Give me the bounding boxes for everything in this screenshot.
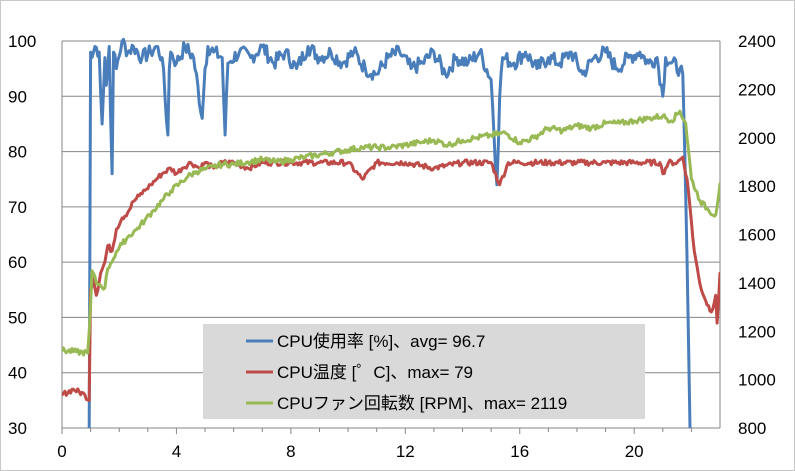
x-tick-label: 0 xyxy=(57,442,66,461)
y-left-tick-label: 70 xyxy=(8,198,27,217)
y-left-tick-label: 90 xyxy=(8,87,27,106)
y-right-tick-label: 1200 xyxy=(738,322,776,341)
x-tick-label: 8 xyxy=(286,442,295,461)
y-right-tick-label: 1400 xyxy=(738,274,776,293)
y-right-tick-label: 1000 xyxy=(738,371,776,390)
y-left-tick-label: 60 xyxy=(8,253,27,272)
series-line-0 xyxy=(87,37,692,428)
legend-label-0: CPU使用率 [%]、avg= 96.7 xyxy=(277,331,485,351)
y-left-tick-label: 80 xyxy=(8,143,27,162)
x-tick-label: 20 xyxy=(625,442,644,461)
y-left-tick-label: 50 xyxy=(8,308,27,327)
y-right-tick-label: 800 xyxy=(738,419,766,438)
legend: CPU使用率 [%]、avg= 96.7 CPU温度 [゜C]、max= 79 CP… xyxy=(203,324,645,419)
series-lines xyxy=(62,37,720,428)
y-left-tick-label: 30 xyxy=(8,419,27,438)
x-tick-label: 4 xyxy=(172,442,181,461)
y-right-tick-label: 1600 xyxy=(738,226,776,245)
legend-label-1: CPU温度 [゜C]、max= 79 xyxy=(277,363,473,382)
y-right-tick-label: 2200 xyxy=(738,80,776,99)
x-tick-label: 16 xyxy=(510,442,529,461)
y-left-tick-label: 40 xyxy=(8,364,27,383)
y-left-tick-label: 100 xyxy=(8,32,36,51)
series-line-1 xyxy=(62,155,720,402)
legend-label-2: CPUファン回転数 [RPM]、max= 2119 xyxy=(277,394,567,413)
y-right-tick-label: 2000 xyxy=(738,129,776,148)
y-right-tick-label: 1800 xyxy=(738,177,776,196)
series-line-2 xyxy=(62,109,720,357)
x-tick-label: 12 xyxy=(396,442,415,461)
y-right-tick-label: 2400 xyxy=(738,32,776,51)
axes: 3040506070809010080010001200140016001800… xyxy=(8,32,776,461)
legend-box xyxy=(203,324,645,419)
